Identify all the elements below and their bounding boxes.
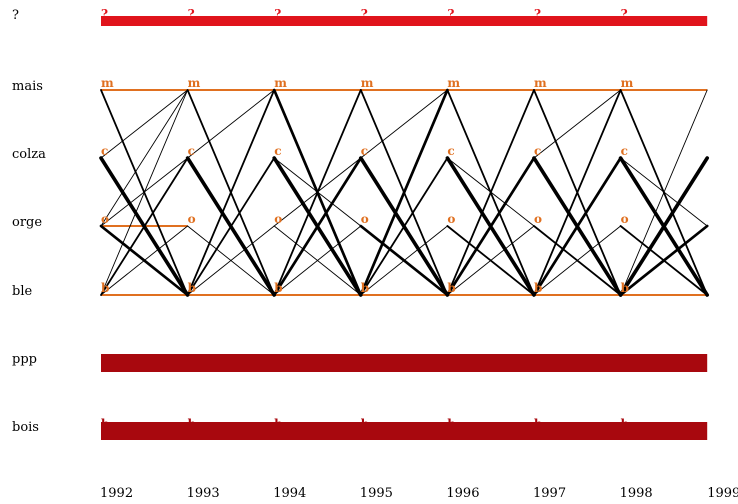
node-colza: c — [534, 144, 541, 158]
node-ble: b — [101, 281, 109, 295]
transition-ble-to-orge — [187, 225, 275, 296]
band-bois — [101, 422, 708, 440]
year-label: 1995 — [360, 486, 393, 501]
row-label-orge: orge — [12, 215, 42, 230]
transition-ble-to-colza — [100, 157, 189, 296]
transition-ble-to-colza — [532, 156, 622, 297]
transition-ble-to-mais — [533, 89, 622, 296]
node-ble: b — [274, 281, 282, 295]
node-q: ? — [188, 7, 195, 21]
row-label-colza: colza — [12, 147, 46, 162]
transition-ble-to-mais — [100, 89, 189, 296]
row-label-ppp: ppp — [12, 352, 37, 367]
node-orge: o — [101, 212, 109, 226]
node-q: ? — [274, 7, 281, 21]
node-bois: b — [101, 417, 109, 431]
node-ble: b — [621, 281, 629, 295]
transition-ble-to-colza — [446, 156, 536, 297]
node-mais: m — [534, 76, 547, 90]
row-label-ble: ble — [12, 284, 32, 299]
row-bands — [101, 16, 708, 440]
node-ble: b — [534, 281, 542, 295]
node-mais: m — [188, 76, 201, 90]
transition-ble-to-colza — [359, 157, 449, 296]
transition-ble-to-orge — [619, 224, 709, 297]
node-ble: b — [188, 281, 196, 295]
node-orge: o — [447, 212, 455, 226]
transition-ble-to-mais — [273, 89, 362, 296]
node-bois: b — [188, 417, 196, 431]
node-colza: c — [274, 144, 281, 158]
node-ble: b — [361, 281, 369, 295]
node-q: ? — [534, 7, 541, 21]
transition-ble-to-orge — [446, 225, 535, 296]
transition-ble-to-mais — [359, 88, 449, 297]
node-orge: o — [534, 212, 542, 226]
year-label: 1992 — [100, 486, 133, 501]
node-mais: m — [101, 76, 114, 90]
year-label: 1998 — [620, 486, 653, 501]
transition-ble-to-orge — [273, 225, 362, 296]
row-label-mais: mais — [12, 79, 43, 94]
transition-colza-to-mais — [360, 89, 448, 159]
year-label: 1994 — [273, 486, 306, 501]
node-bois: b — [274, 417, 282, 431]
row-labels: ? mais colza orge ble ppp bois — [12, 8, 46, 435]
transition-orge-to-mais — [100, 89, 189, 227]
year-labels: 1992 1993 1994 1995 1996 1997 1998 1999 — [100, 486, 738, 501]
band-ppp — [101, 354, 708, 372]
node-mais: m — [274, 76, 287, 90]
node-q: ? — [621, 7, 628, 21]
node-colza: c — [621, 144, 628, 158]
transition-ble-to-mais — [446, 89, 535, 296]
node-bois: b — [621, 417, 629, 431]
year-label: 1997 — [533, 486, 566, 501]
node-colza: c — [101, 144, 108, 158]
node-colza: c — [188, 144, 195, 158]
node-q: ? — [447, 7, 454, 21]
node-orge: o — [274, 212, 282, 226]
transition-ble-to-mais — [620, 89, 708, 296]
node-colza: c — [447, 144, 454, 158]
transition-ble-to-colza — [618, 156, 710, 297]
node-mais: m — [621, 76, 634, 90]
node-q: ? — [101, 7, 108, 21]
transition-ble-to-orge — [100, 225, 189, 296]
node-orge: o — [361, 212, 369, 226]
band-q — [101, 16, 708, 26]
node-bois: b — [534, 417, 542, 431]
node-ble: b — [447, 281, 455, 295]
transition-colza-to-mais — [187, 89, 275, 159]
transition-colza-to-mais — [100, 89, 189, 159]
year-label: 1996 — [446, 486, 479, 501]
node-colza: c — [361, 144, 368, 158]
transition-ble-to-mais — [186, 89, 276, 296]
node-bois: b — [447, 417, 455, 431]
transition-ble-to-orge — [360, 225, 448, 296]
transition-ble-to-orge — [533, 225, 622, 296]
transition-colza-to-mais — [533, 89, 622, 159]
node-markers: ?????? ? m m m m m m m c c c c c c c o o o o o o o b b b b b b b b b b b b… — [101, 7, 634, 431]
node-mais: m — [361, 76, 374, 90]
crossing-lines — [99, 88, 710, 297]
node-orge: o — [188, 212, 196, 226]
node-q: ? — [361, 7, 368, 21]
node-bois: b — [361, 417, 369, 431]
node-orge: o — [621, 212, 629, 226]
node-mais: m — [447, 76, 460, 90]
year-label: 1999 — [707, 486, 738, 501]
year-label: 1993 — [187, 486, 220, 501]
transition-ble-to-colza — [186, 157, 276, 296]
row-label-q: ? — [12, 8, 19, 23]
row-label-bois: bois — [12, 420, 39, 435]
transition-ble-to-colza — [272, 156, 363, 297]
